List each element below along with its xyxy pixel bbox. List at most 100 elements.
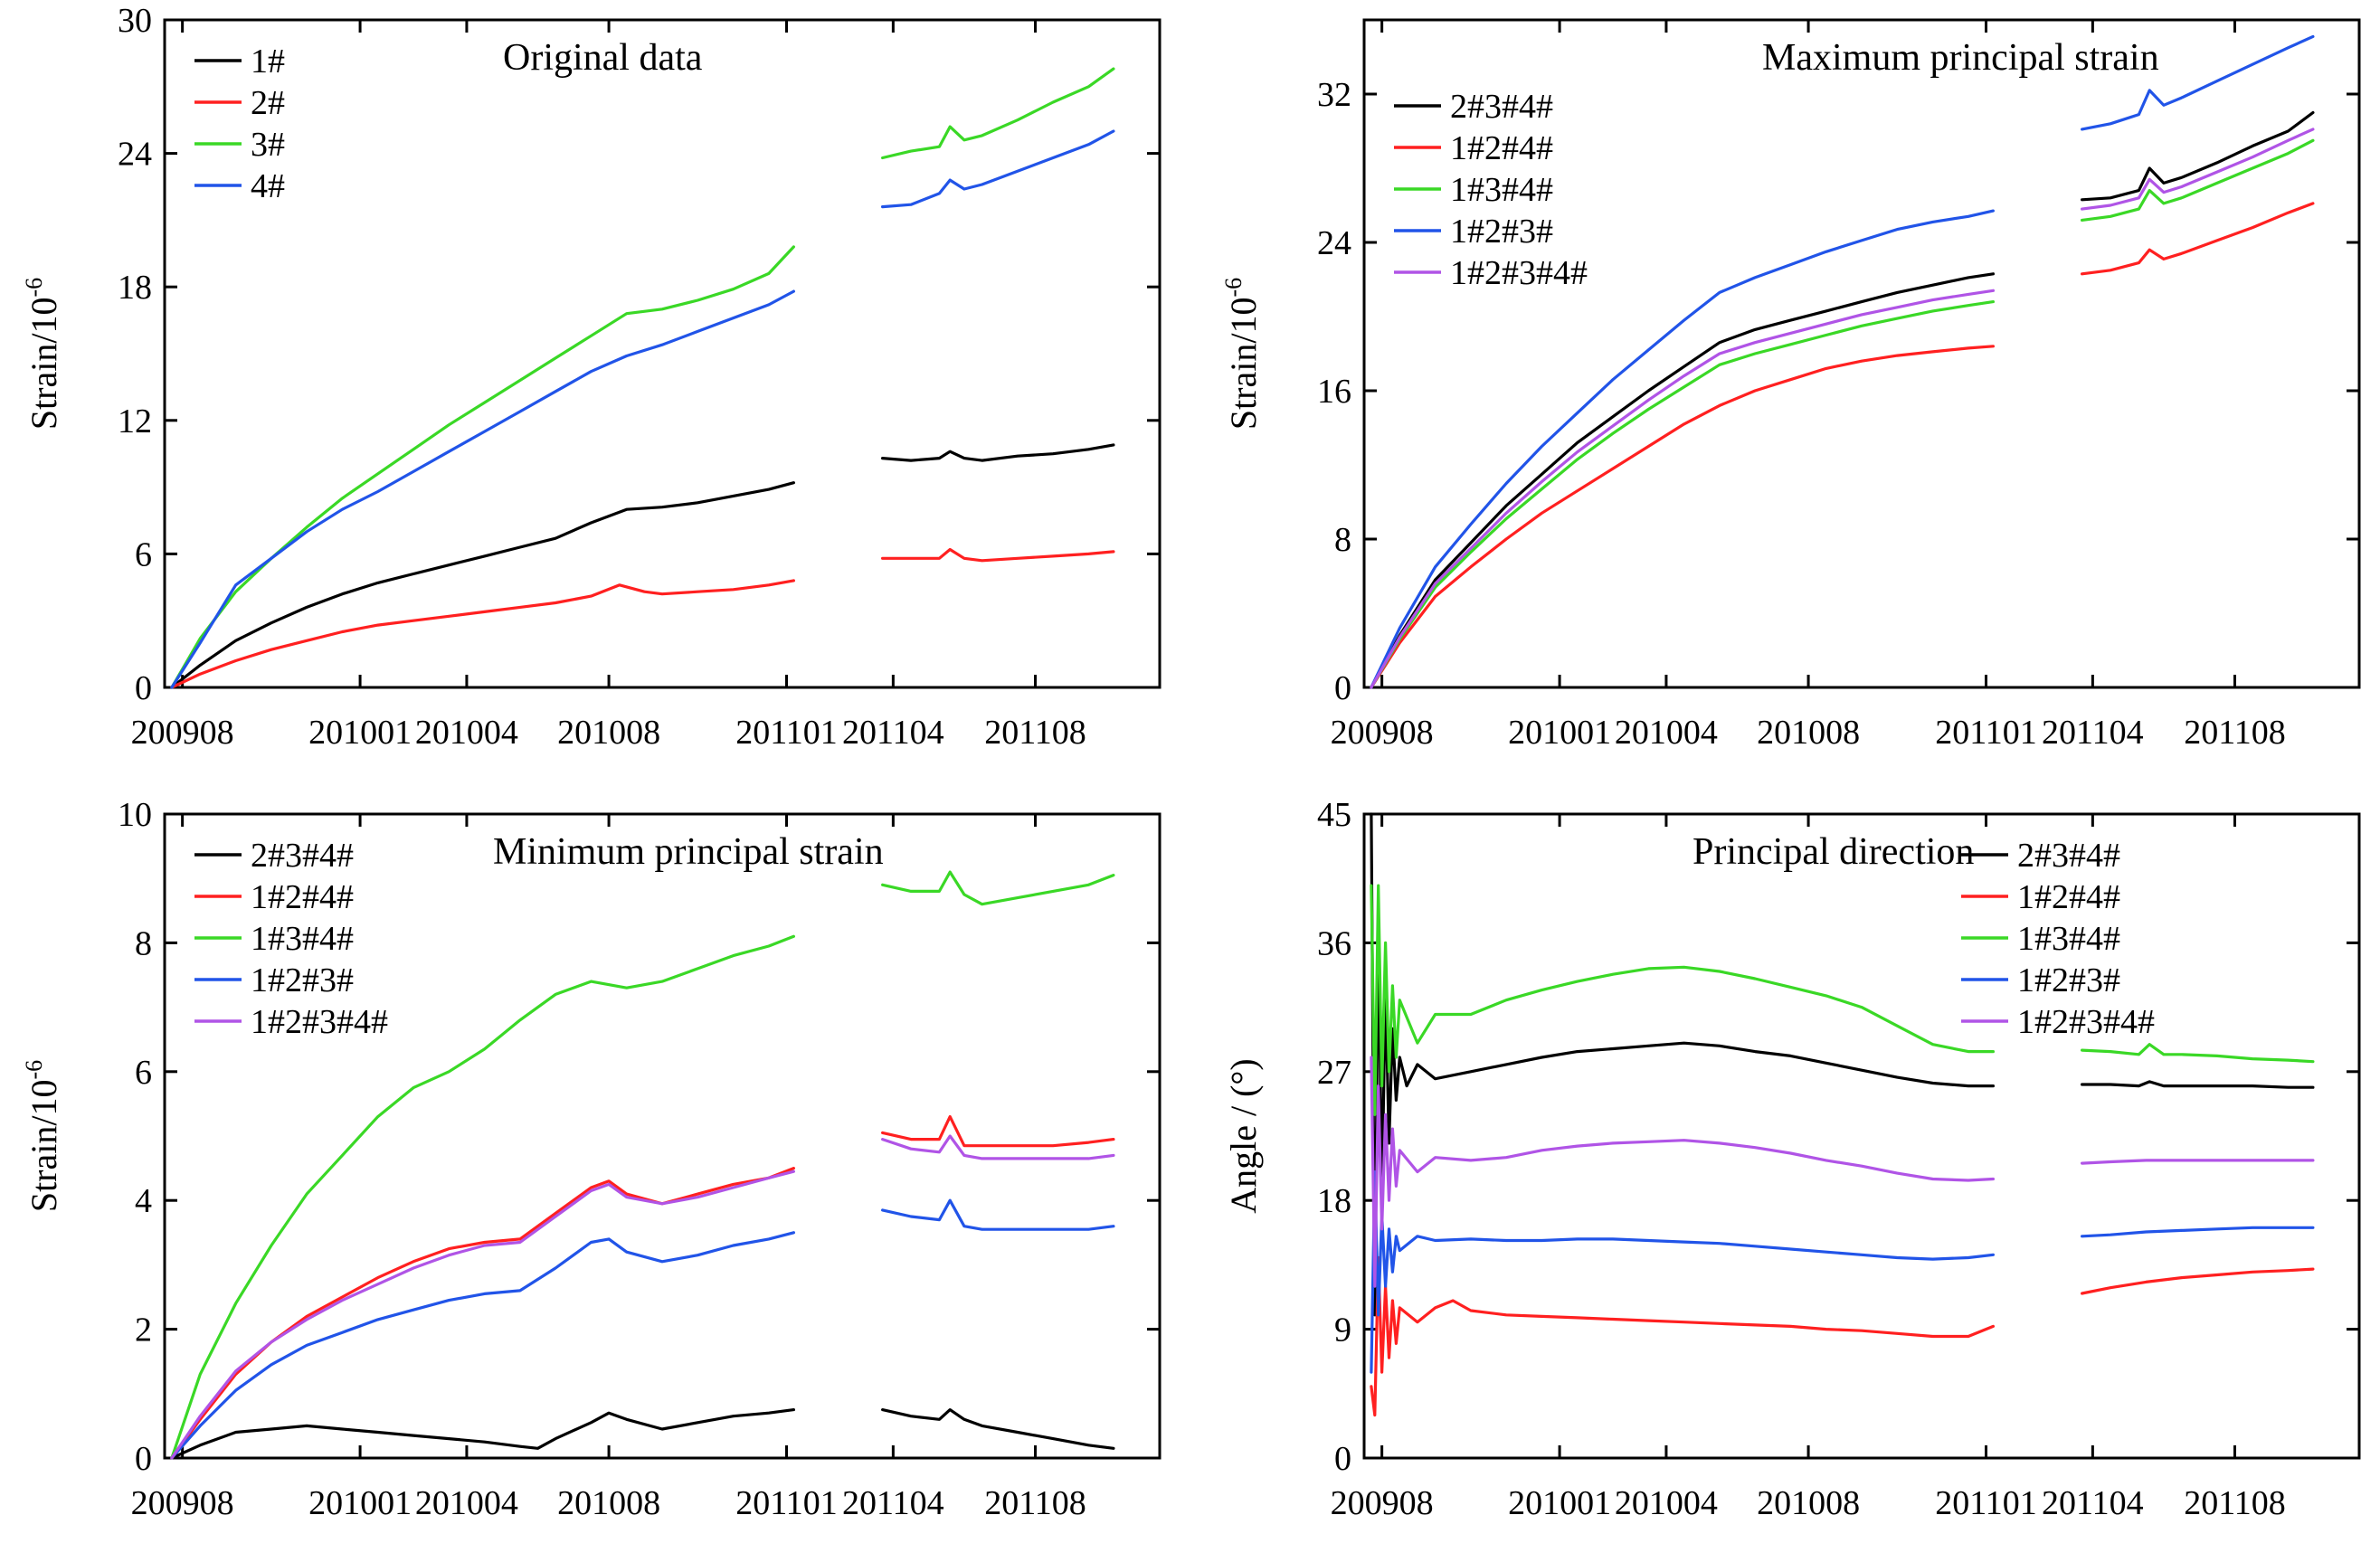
- panel-title: Original data: [503, 37, 703, 79]
- x-tick-label: 201101: [735, 714, 838, 752]
- x-tick-label: 201001: [1508, 1484, 1611, 1522]
- series-line-segment: [1370, 300, 1995, 689]
- y-tick-label: 10: [118, 796, 152, 834]
- y-axis-title: Strain/10-6: [21, 278, 64, 430]
- y-tick-label: 27: [1317, 1054, 1351, 1092]
- series-5: [170, 1134, 1115, 1460]
- series-line-segment: [170, 1407, 796, 1460]
- series-line-segment: [880, 1134, 1115, 1160]
- series-4: [170, 1198, 1115, 1460]
- series-line-segment: [1370, 1169, 1995, 1374]
- y-tick-label: 16: [1317, 373, 1351, 411]
- plot-frame: [1362, 812, 2361, 1460]
- y-tick-label: 24: [118, 136, 152, 174]
- series-line-segment: [170, 579, 796, 689]
- legend-label: 1#3#4#: [251, 920, 354, 958]
- x-tick-label: 200908: [131, 1484, 234, 1522]
- x-tick-label: 201004: [415, 1484, 518, 1522]
- legend-label: 2#: [251, 84, 285, 122]
- y-axis-title: Angle / (°): [1223, 1058, 1264, 1214]
- legend-label: 2#3#4#: [251, 837, 354, 875]
- plot-frame: [1362, 18, 2361, 689]
- series-4: [1370, 1169, 2315, 1374]
- series-line-segment: [880, 1114, 1115, 1148]
- series-line-segment: [2081, 202, 2315, 276]
- series-1: [170, 1407, 1115, 1460]
- legend-label: 1#2#4#: [251, 878, 354, 916]
- series-line-segment: [2081, 1226, 2315, 1238]
- y-tick-label: 32: [1317, 76, 1351, 114]
- y-tick-label: 6: [135, 535, 152, 573]
- y-tick-label: 6: [135, 1054, 152, 1092]
- legend-label: 3#: [251, 126, 285, 164]
- series-4: [170, 129, 1115, 689]
- x-tick-label: 201001: [308, 1484, 412, 1522]
- x-tick-label: 201004: [415, 714, 518, 752]
- y-tick-label: 18: [1317, 1182, 1351, 1220]
- series-line-segment: [1370, 289, 1995, 689]
- y-tick-label: 0: [1334, 669, 1351, 707]
- legend-label: 1#2#3#: [251, 961, 354, 999]
- series-3: [1370, 884, 2315, 1116]
- legend-label: 1#2#3#4#: [251, 1003, 388, 1041]
- panel-title: Principal direction: [1693, 831, 1974, 873]
- x-tick-label: 201108: [2184, 714, 2286, 752]
- legend-label: 4#: [251, 167, 285, 205]
- legend-label: 1#2#3#4#: [1450, 254, 1588, 292]
- series-line-segment: [880, 129, 1115, 209]
- series-4: [1370, 34, 2315, 689]
- series-line-segment: [2081, 1080, 2315, 1089]
- series-line-segment: [1370, 272, 1995, 689]
- legend-label: 2#3#4#: [2017, 837, 2120, 875]
- series-1: [170, 443, 1115, 689]
- y-tick-label: 9: [1334, 1312, 1351, 1349]
- series-line-segment: [880, 1198, 1115, 1231]
- series-line-segment: [2081, 34, 2315, 131]
- series-line-segment: [2081, 128, 2315, 211]
- x-tick-label: 201008: [1757, 714, 1860, 752]
- x-tick-label: 201008: [1757, 1484, 1860, 1522]
- legend-label: 1#2#3#: [2017, 961, 2120, 999]
- series-5: [1370, 1056, 2315, 1288]
- chart-original: 0 6 12 18 24 30 200908 201001 201004 201008 201101…: [21, 2, 1162, 752]
- y-axis-title: Strain/10-6: [21, 1060, 64, 1212]
- series-line-segment: [1370, 345, 1995, 689]
- x-tick-label: 201108: [984, 1484, 1086, 1522]
- series-line-segment: [1370, 1056, 1995, 1288]
- y-tick-label: 18: [118, 269, 152, 307]
- y-tick-label: 45: [1317, 796, 1351, 834]
- series-line-segment: [880, 870, 1115, 906]
- panel-title: Maximum principal strain: [1762, 37, 2159, 79]
- series-1: [1370, 110, 2315, 689]
- y-tick-label: 8: [1334, 521, 1351, 559]
- chart-dir: 0 9 18 27 36 45 200908 201001 201004 201008 201101…: [1223, 796, 2361, 1522]
- series-1: [1370, 812, 2315, 1317]
- x-tick-label: 201104: [842, 1484, 944, 1522]
- x-tick-label: 200908: [1331, 1484, 1434, 1522]
- series-3: [1370, 138, 2315, 689]
- legend-label: 2#3#4#: [1450, 88, 1553, 126]
- plot-frame: [163, 812, 1162, 1460]
- series-2: [1370, 202, 2315, 689]
- legend-label: 1#2#3#4#: [2017, 1003, 2155, 1041]
- x-tick-label: 200908: [1331, 714, 1434, 752]
- legend-label: 1#3#4#: [1450, 171, 1553, 209]
- series-line-segment: [170, 481, 796, 689]
- x-tick-label: 201004: [1615, 1484, 1718, 1522]
- legend-label: 1#2#4#: [2017, 878, 2120, 916]
- series-2: [1370, 1255, 2315, 1417]
- series-line-segment: [170, 289, 796, 689]
- series-line-segment: [2081, 1043, 2315, 1064]
- y-axis-title: Strain/10-6: [1220, 278, 1264, 430]
- y-tick-label: 0: [135, 1440, 152, 1478]
- series-line-segment: [880, 443, 1115, 462]
- legend-label: 1#: [251, 43, 285, 80]
- y-tick-label: 2: [135, 1312, 152, 1349]
- series-line-segment: [880, 67, 1115, 160]
- x-tick-label: 201008: [557, 714, 660, 752]
- x-tick-label: 201108: [984, 714, 1086, 752]
- legend-label: 1#3#4#: [2017, 920, 2120, 958]
